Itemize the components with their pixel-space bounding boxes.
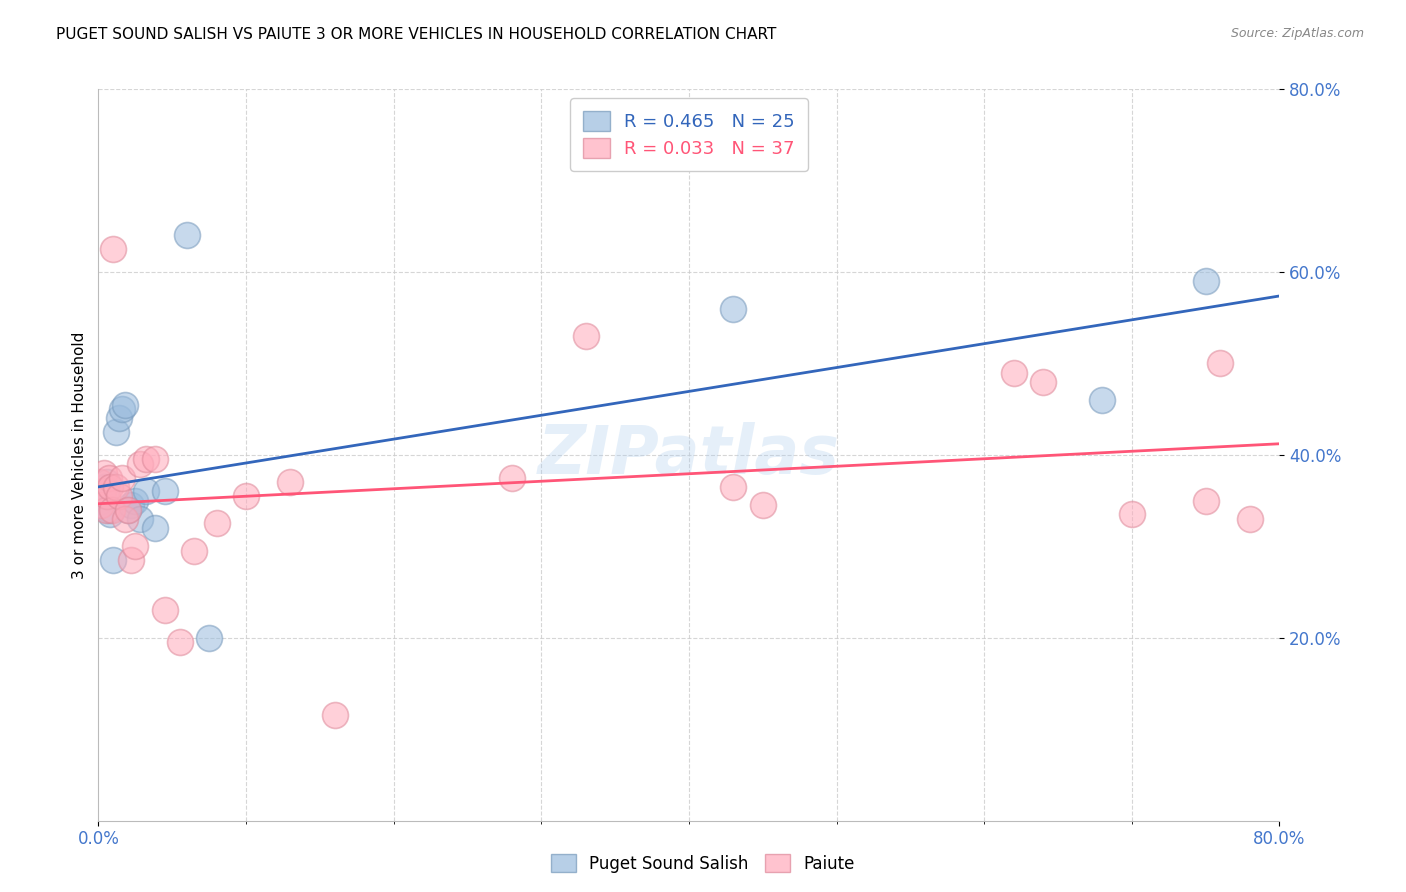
Point — [111, 402, 134, 417]
Point — [105, 425, 128, 439]
Y-axis label: 3 or more Vehicles in Household: 3 or more Vehicles in Household — [72, 331, 87, 579]
Point — [128, 512, 150, 526]
Text: Source: ZipAtlas.com: Source: ZipAtlas.com — [1230, 27, 1364, 40]
Point — [1032, 375, 1054, 389]
Point — [117, 503, 139, 517]
Point — [723, 480, 745, 494]
Point — [90, 493, 112, 508]
Point — [280, 475, 302, 490]
Text: ZIPatlas: ZIPatlas — [538, 422, 839, 488]
Point — [90, 498, 112, 512]
Point — [501, 471, 523, 485]
Point — [114, 398, 136, 412]
Point — [103, 553, 125, 567]
Point — [96, 489, 118, 503]
Point — [105, 480, 128, 494]
Point — [183, 544, 205, 558]
Point — [323, 708, 346, 723]
Point — [1121, 508, 1143, 522]
Point — [97, 503, 120, 517]
Point — [205, 516, 228, 531]
Point — [94, 484, 117, 499]
Point — [752, 498, 775, 512]
Text: PUGET SOUND SALISH VS PAIUTE 3 OR MORE VEHICLES IN HOUSEHOLD CORRELATION CHART: PUGET SOUND SALISH VS PAIUTE 3 OR MORE V… — [56, 27, 776, 42]
Point — [153, 603, 176, 617]
Legend: Puget Sound Salish, Paiute: Puget Sound Salish, Paiute — [544, 847, 862, 880]
Point — [153, 484, 176, 499]
Point — [235, 489, 257, 503]
Point — [1002, 366, 1025, 380]
Legend: R = 0.465   N = 25, R = 0.033   N = 37: R = 0.465 N = 25, R = 0.033 N = 37 — [571, 98, 807, 170]
Point — [98, 508, 121, 522]
Point — [575, 329, 598, 343]
Point — [1195, 493, 1218, 508]
Point — [1091, 392, 1114, 407]
Point — [93, 480, 115, 494]
Point — [89, 498, 111, 512]
Point — [169, 635, 191, 649]
Point — [723, 301, 745, 316]
Point — [97, 471, 120, 485]
Point — [176, 228, 198, 243]
Point — [98, 480, 121, 494]
Point — [128, 457, 150, 471]
Point — [103, 242, 125, 256]
Point — [94, 503, 117, 517]
Point — [135, 452, 157, 467]
Point — [114, 512, 136, 526]
Point — [143, 521, 166, 535]
Point — [108, 489, 131, 503]
Point — [1209, 356, 1232, 371]
Point — [124, 493, 146, 508]
Point — [100, 503, 122, 517]
Point — [124, 539, 146, 553]
Point — [96, 475, 118, 490]
Point — [198, 631, 221, 645]
Point — [93, 466, 115, 480]
Point — [91, 484, 114, 499]
Point — [117, 503, 139, 517]
Point — [1239, 512, 1261, 526]
Point — [120, 553, 142, 567]
Point — [91, 489, 114, 503]
Point — [111, 471, 134, 485]
Point — [1195, 274, 1218, 288]
Point — [108, 411, 131, 425]
Point — [89, 475, 111, 490]
Point — [135, 484, 157, 499]
Point — [120, 498, 142, 512]
Point — [143, 452, 166, 467]
